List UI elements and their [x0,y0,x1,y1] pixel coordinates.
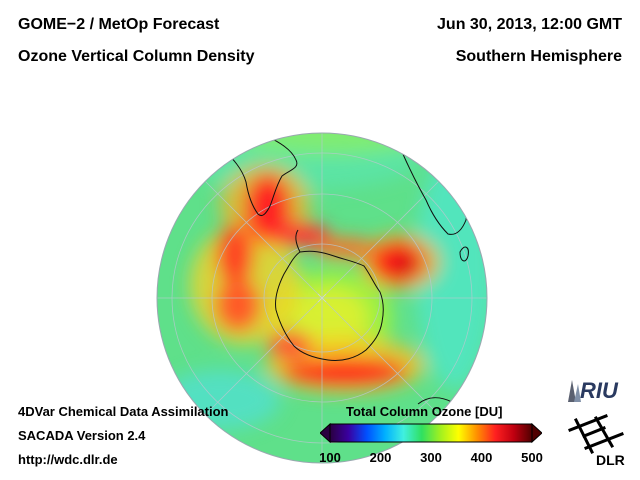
colorbar-tick-400: 400 [470,450,493,465]
dlr-logo-text: DLR [596,452,625,467]
footer-method: 4DVar Chemical Data Assimilation [18,404,229,419]
dlr-logo: DLR [568,414,625,467]
title-hemisphere: Southern Hemisphere [455,48,622,65]
green-north [220,133,440,155]
colorbar-ramp [329,423,533,443]
colorbar-title: Total Column Ozone [DU] [346,404,503,419]
colorbar-arrow-left [320,422,331,444]
riu-emblem-icon [568,380,576,402]
colorbar-tick-500: 500 [521,450,543,465]
ozone-high-south-pacific [283,358,407,386]
coast-australia [417,397,453,405]
coast-madagascar [459,246,469,262]
coast-south-america-north [225,133,257,135]
ozone-high-sa-arm [270,223,330,247]
footer-version: SACADA Version 2.4 [18,428,146,443]
riu-logo-text: RIU [580,378,619,403]
title-quantity: Ozone Vertical Column Density [18,48,255,65]
colorbar-tick-300: 300 [420,450,442,465]
title-date: Jun 30, 2013, 12:00 GMT [437,16,622,33]
dlr-emblem-icon [568,414,624,455]
coast-antarctic-peninsula [295,229,301,253]
riu-logo: RIU [568,378,619,403]
ozone-high-south-america [246,174,290,242]
colorbar-tick-200: 200 [369,450,392,465]
colorbar [320,422,542,444]
graticule [157,133,487,463]
colorbar-arrow-right [531,422,542,444]
pole-marker [317,293,327,303]
colorbar-tick-100: 100 [319,450,341,465]
ozone-high-west-ring [217,225,253,285]
polar-core [292,288,368,348]
footer-url[interactable]: http://wdc.dlr.de [18,452,118,467]
coast-antarctica [275,250,384,361]
ozone-high-west-ring-2 [216,279,260,331]
globe-outline [156,132,488,464]
title-product: GOME−2 / MetOp Forecast [18,16,220,33]
ozone-high-indian-core [393,255,417,275]
